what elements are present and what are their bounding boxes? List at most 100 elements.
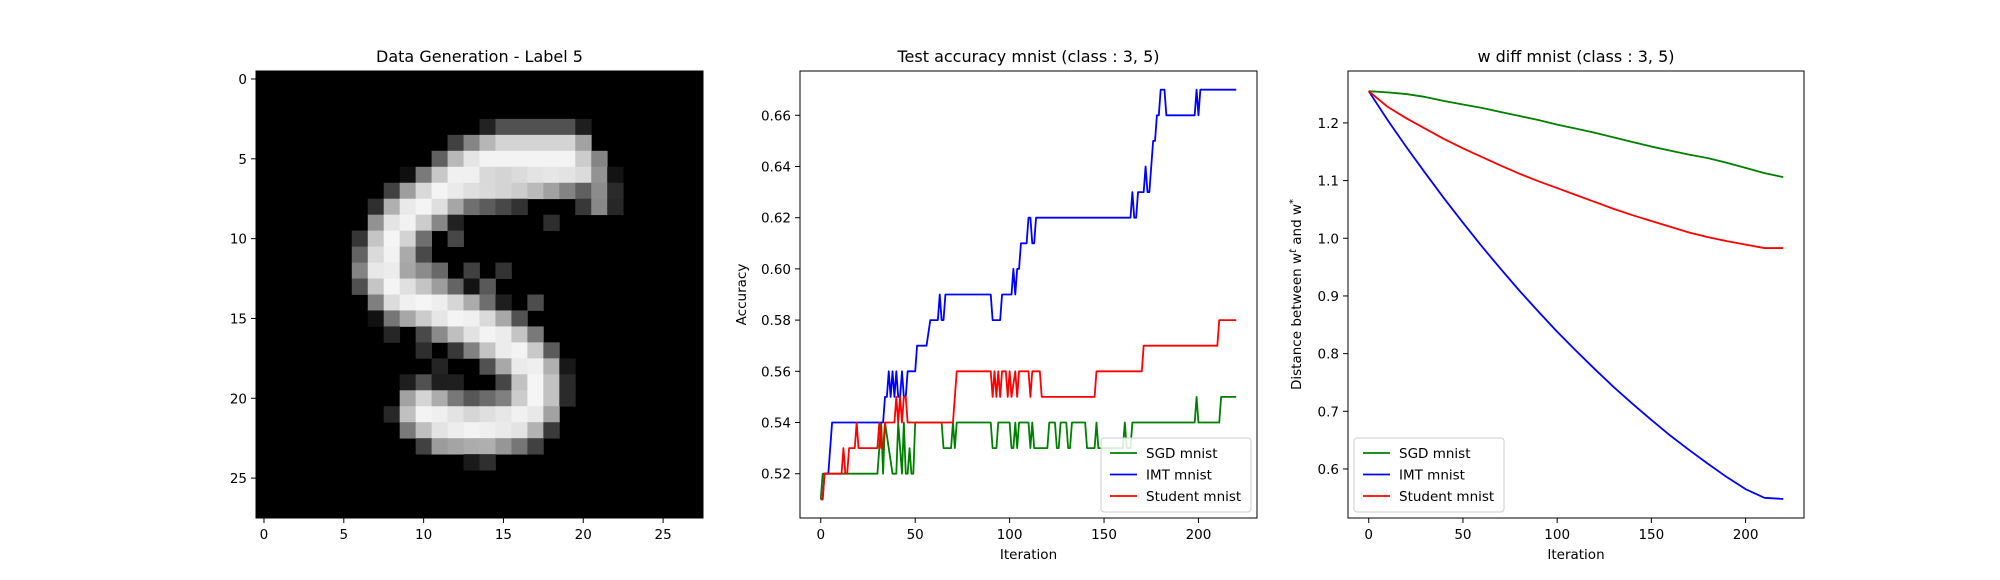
image-pixel bbox=[479, 422, 496, 439]
y-tick-label: 0.58 bbox=[761, 313, 791, 329]
image-pixel bbox=[447, 342, 464, 359]
image-pixel bbox=[591, 150, 608, 168]
y-axis-label: Distance between wt and w* bbox=[1288, 199, 1305, 390]
image-pixel bbox=[399, 374, 417, 391]
image-panel: 0 5 10 15 20 25 0 5 10 15 20 25 Data Generation - La… bbox=[230, 47, 704, 543]
image-pixel bbox=[559, 182, 576, 200]
image-pixel bbox=[431, 358, 448, 375]
chart-title: Test accuracy mnist (class : 3, 5) bbox=[896, 47, 1159, 66]
image-pixel bbox=[495, 166, 512, 184]
image-pixel bbox=[463, 454, 480, 471]
image-pixel bbox=[415, 166, 432, 184]
y-tick-label: 0.62 bbox=[761, 211, 791, 227]
image-pixel bbox=[591, 182, 608, 200]
legend-label: SGD mnist bbox=[1146, 446, 1218, 462]
image-pixel bbox=[383, 182, 401, 200]
image-pixel bbox=[559, 390, 576, 407]
image-pixel bbox=[463, 278, 480, 295]
image-pixel bbox=[383, 262, 401, 279]
image-pixel bbox=[463, 262, 480, 279]
y-tick-label: 25 bbox=[230, 471, 247, 487]
legend: SGD mnist IMT mnist Student mnist bbox=[1353, 437, 1505, 513]
image-pixel bbox=[431, 438, 448, 455]
image-pixel bbox=[383, 278, 401, 295]
y-tick-label: 0.52 bbox=[761, 467, 791, 483]
image-pixel bbox=[527, 390, 544, 407]
image-pixel bbox=[463, 198, 480, 216]
image-pixel bbox=[463, 166, 480, 184]
image-pixel bbox=[479, 438, 496, 455]
image-pixel bbox=[431, 294, 448, 311]
image-pixel bbox=[447, 390, 464, 407]
image-pixel bbox=[431, 278, 448, 295]
image-pixel bbox=[463, 182, 480, 200]
image-pixel bbox=[479, 358, 496, 375]
image-pixel bbox=[431, 182, 448, 200]
image-pixel bbox=[447, 182, 464, 200]
image-pixel bbox=[527, 294, 544, 311]
chart-title: w diff mnist (class : 3, 5) bbox=[1477, 47, 1674, 66]
image-pixel bbox=[511, 118, 528, 136]
image-pixel bbox=[383, 326, 401, 343]
image-pixel bbox=[575, 150, 592, 168]
x-tick-label: 0 bbox=[1364, 527, 1373, 543]
image-pixel bbox=[527, 374, 544, 391]
x-tick-label: 15 bbox=[495, 527, 512, 543]
image-pixel bbox=[431, 262, 448, 279]
image-pixel bbox=[415, 182, 432, 200]
image-pixel bbox=[463, 150, 480, 168]
x-tick-label: 25 bbox=[654, 527, 671, 543]
image-pixel bbox=[367, 198, 385, 216]
image-pixel bbox=[495, 438, 512, 455]
image-pixel bbox=[367, 230, 385, 247]
image-pixel bbox=[543, 150, 560, 168]
y-axis-label-mid: and w bbox=[1289, 204, 1305, 249]
image-pixel bbox=[447, 294, 464, 311]
accuracy-panel: 0 50 100 150 200 0.52 0.54 0.56 0.58 0.60 0.62 0.64… bbox=[734, 47, 1258, 563]
y-tick-label: 10 bbox=[230, 232, 247, 248]
image-pixel bbox=[495, 390, 512, 407]
image-pixel bbox=[447, 198, 464, 216]
image-pixel bbox=[527, 342, 544, 359]
image-pixel bbox=[463, 134, 480, 152]
image-pixel bbox=[447, 374, 464, 391]
y-tick-label: 0.54 bbox=[761, 416, 791, 432]
image-pixel bbox=[511, 166, 528, 184]
y-tick-label: 1.1 bbox=[1318, 174, 1339, 190]
image-pixel bbox=[415, 278, 432, 295]
legend-box bbox=[1100, 437, 1252, 513]
image-pixel bbox=[399, 166, 417, 184]
image-pixel bbox=[559, 374, 576, 391]
image-pixel bbox=[543, 374, 560, 391]
image-pixel bbox=[495, 374, 512, 391]
image-pixel bbox=[495, 358, 512, 375]
image-pixel bbox=[479, 118, 496, 136]
image-pixel bbox=[447, 278, 464, 295]
y-tick-label: 0.7 bbox=[1318, 404, 1339, 420]
image-pixel bbox=[447, 230, 464, 247]
image-pixel bbox=[527, 326, 544, 343]
y-tick-label: 5 bbox=[238, 152, 247, 168]
y-tick-label: 1.0 bbox=[1318, 231, 1339, 247]
image-pixel bbox=[463, 294, 480, 311]
image-pixel bbox=[383, 294, 401, 311]
image-pixel bbox=[447, 406, 464, 423]
image-pixel bbox=[447, 422, 464, 439]
image-pixel bbox=[527, 438, 544, 455]
image-pixel bbox=[367, 246, 385, 263]
x-tick-label: 50 bbox=[907, 527, 924, 543]
image-pixel bbox=[463, 422, 480, 439]
image-pixel bbox=[415, 438, 432, 455]
image-pixel bbox=[351, 246, 369, 263]
series-line-imt-mnist bbox=[820, 88, 1237, 501]
series-line-sgd-mnist bbox=[1368, 90, 1784, 179]
image-pixel bbox=[399, 246, 417, 263]
image-pixel bbox=[479, 294, 496, 311]
wdiff-panel: 0 50 100 150 200 0.6 0.7 0.8 0.9 1.0 1.1 1.2 w diff … bbox=[1288, 47, 1805, 563]
image-pixel bbox=[351, 230, 369, 247]
image-pixel bbox=[495, 342, 512, 359]
image-pixel bbox=[415, 406, 432, 423]
image-pixel bbox=[607, 166, 624, 184]
image-pixel bbox=[399, 310, 417, 327]
x-tick-label: 200 bbox=[1186, 527, 1212, 543]
